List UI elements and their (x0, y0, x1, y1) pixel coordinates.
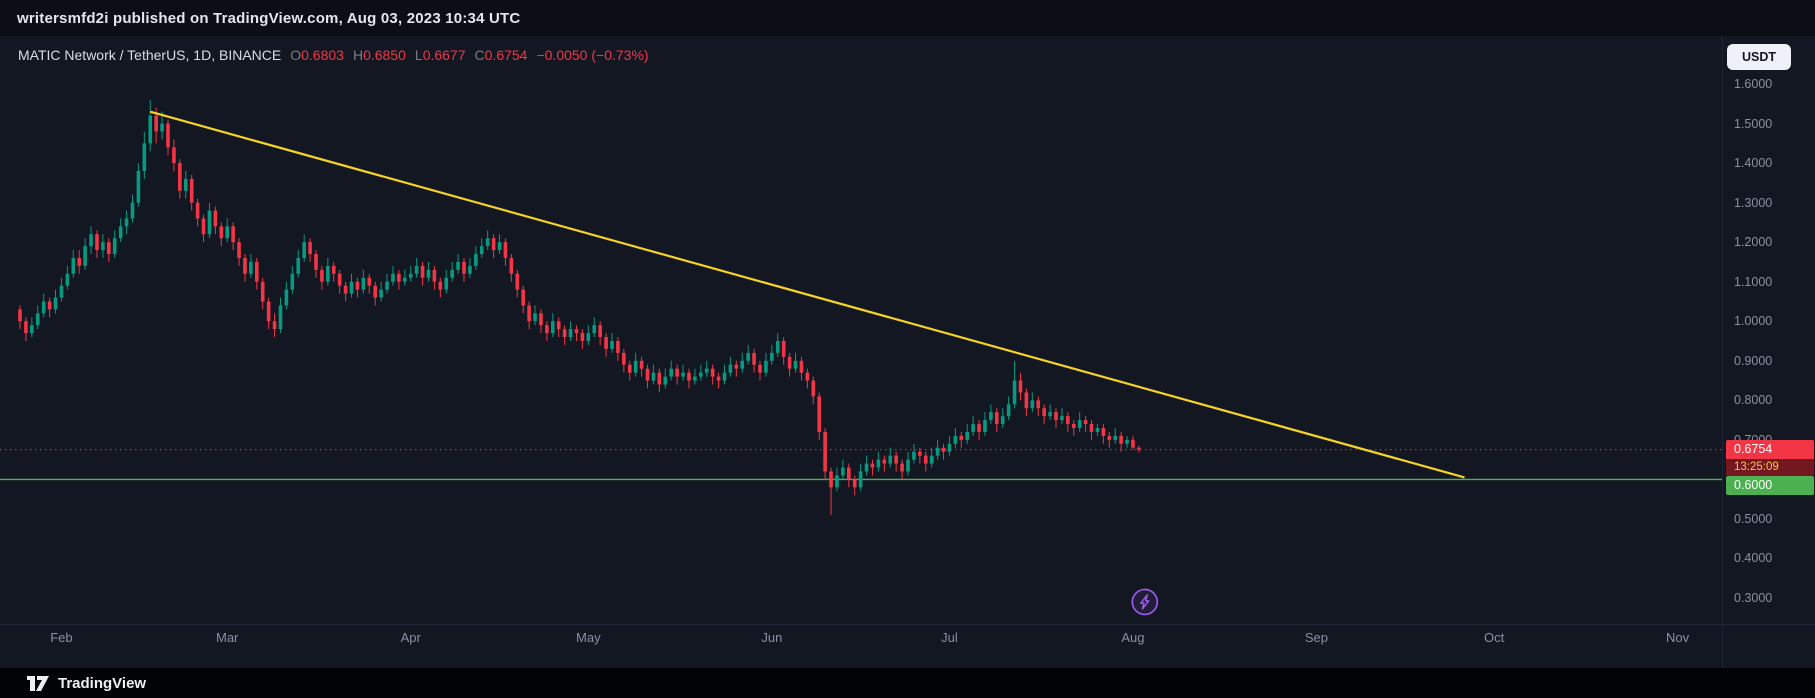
price-tick-label: 0.8000 (1734, 393, 1773, 408)
candle-countdown: 13:25:09 (1726, 458, 1814, 476)
tradingview-logo-icon (27, 675, 49, 691)
publish-attribution-text: writersmfd2i published on TradingView.co… (17, 9, 521, 27)
last-price-badge: 0.6754 13:25:09 (1726, 439, 1814, 476)
time-axis-label[interactable]: Jun (761, 630, 783, 645)
price-change: −0.0050 (−0.73%) (536, 47, 649, 63)
price-tick-label: 0.4000 (1734, 551, 1773, 566)
symbol-title[interactable]: MATIC Network / TetherUS, 1D, BINANCE (18, 47, 282, 63)
tradingview-logo-text: TradingView (58, 674, 147, 692)
price-axis-separator (1722, 36, 1723, 668)
ohlc-close: C0.6754 (474, 47, 528, 63)
price-tick-label: 1.2000 (1734, 235, 1773, 250)
ohlc-high: H0.6850 (352, 47, 406, 63)
price-tick-label: 0.9000 (1734, 353, 1773, 368)
currency-toggle-button[interactable]: USDT (1727, 44, 1791, 70)
publish-bar: writersmfd2i published on TradingView.co… (0, 0, 1815, 36)
time-axis-label[interactable]: Oct (1483, 630, 1505, 645)
time-axis-label[interactable]: Nov (1666, 630, 1690, 645)
time-axis-label[interactable]: Sep (1304, 630, 1329, 645)
price-tick-label: 1.3000 (1734, 195, 1773, 210)
price-tick-label: 1.5000 (1734, 116, 1773, 131)
tradingview-logo[interactable]: TradingView (26, 675, 146, 692)
price-tick-label: 1.6000 (1734, 77, 1773, 91)
price-tick-label: 0.3000 (1734, 591, 1773, 606)
support-price-badge: 0.6000 (1726, 476, 1814, 496)
price-tick-label: 1.1000 (1734, 274, 1773, 289)
trendline-drawing[interactable] (149, 110, 1465, 479)
lightning-icon[interactable] (1131, 588, 1159, 616)
price-tick-label: 0.5000 (1734, 511, 1773, 526)
time-axis-label[interactable]: Apr (400, 630, 421, 645)
time-axis-label[interactable]: Jul (941, 630, 958, 645)
bottom-bar: TradingView (0, 668, 1815, 698)
ohlc-open: O0.6803 (290, 47, 344, 63)
ohlc-low: L0.6677 (414, 47, 466, 63)
time-axis-label[interactable]: Aug (1121, 630, 1145, 645)
symbol-legend: MATIC Network / TetherUS, 1D, BINANCE O0… (18, 47, 649, 63)
last-price-value: 0.6754 (1726, 439, 1814, 459)
time-axis-label[interactable]: Mar (215, 630, 239, 645)
time-axis-label[interactable]: May (576, 630, 601, 645)
time-axis-separator (0, 624, 1815, 625)
price-tick-label: 1.4000 (1734, 156, 1773, 171)
candles-series (18, 99, 1141, 515)
price-tick-label: 1.0000 (1734, 314, 1773, 329)
time-axis-label[interactable]: Feb (50, 630, 73, 645)
